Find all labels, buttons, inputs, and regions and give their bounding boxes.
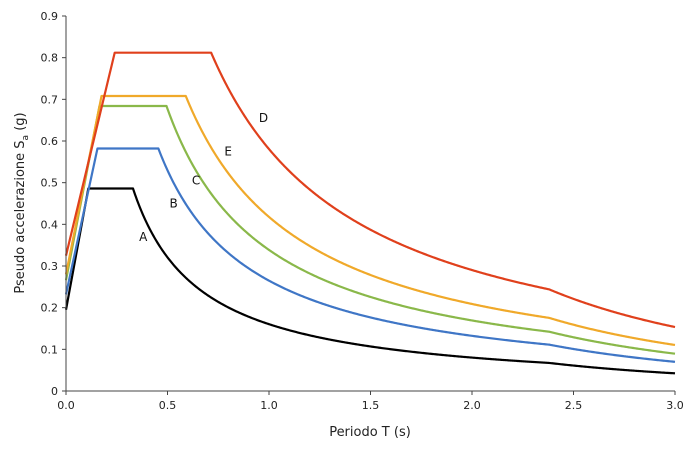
series-label-c: C xyxy=(192,174,200,188)
axes xyxy=(65,16,675,392)
series-label-e: E xyxy=(224,144,232,158)
series-line-e xyxy=(64,94,676,347)
series-label-d: D xyxy=(259,111,268,125)
plot-lines xyxy=(64,51,676,375)
x-tick-label: 2.0 xyxy=(463,399,481,412)
series-line-b xyxy=(64,147,676,363)
series-labels: A BC E D xyxy=(139,111,268,244)
y-tick-label: 0.2 xyxy=(41,302,59,315)
series-line-a xyxy=(64,187,676,375)
y-tick-label: 0.9 xyxy=(41,10,59,23)
series-line-d xyxy=(64,51,676,329)
x-tick-label: 1.5 xyxy=(362,399,380,412)
series-line-c xyxy=(64,104,676,355)
y-tick-label: 0.6 xyxy=(41,135,59,148)
y-axis-title-unit: (g) xyxy=(13,112,28,135)
x-tick-label: 0.0 xyxy=(57,399,75,412)
series-label-a: A xyxy=(139,230,148,244)
x-tick-label: 1.0 xyxy=(260,399,278,412)
x-tick-label: 3.0 xyxy=(666,399,684,412)
x-tick-label: 2.5 xyxy=(565,399,583,412)
x-tick-label: 0.5 xyxy=(159,399,177,412)
y-tick-label: 0.4 xyxy=(41,218,59,231)
y-tick-label: 0.5 xyxy=(41,177,59,190)
y-tick-label: 0.8 xyxy=(41,52,59,65)
y-tick-label: 0.7 xyxy=(41,93,59,106)
y-tick-label: 0.1 xyxy=(41,343,59,356)
ticks: 0.0 0.5 1.0 1.5 2.0 2.5 3.0 0 0.1 0.2 0.3 0.4 0.5 0.6… xyxy=(41,10,684,412)
x-axis-title: Periodo T (s) xyxy=(329,425,411,440)
y-axis-title: Pseudo accelerazione Sa (g) xyxy=(13,112,31,293)
y-axis-title-subscript: a xyxy=(21,135,31,141)
y-axis-title-main: Pseudo accelerazione S xyxy=(13,140,28,293)
y-tick-label: 0.3 xyxy=(41,260,59,273)
series-label-b: B xyxy=(170,197,178,211)
y-tick-label: 0 xyxy=(51,385,58,398)
